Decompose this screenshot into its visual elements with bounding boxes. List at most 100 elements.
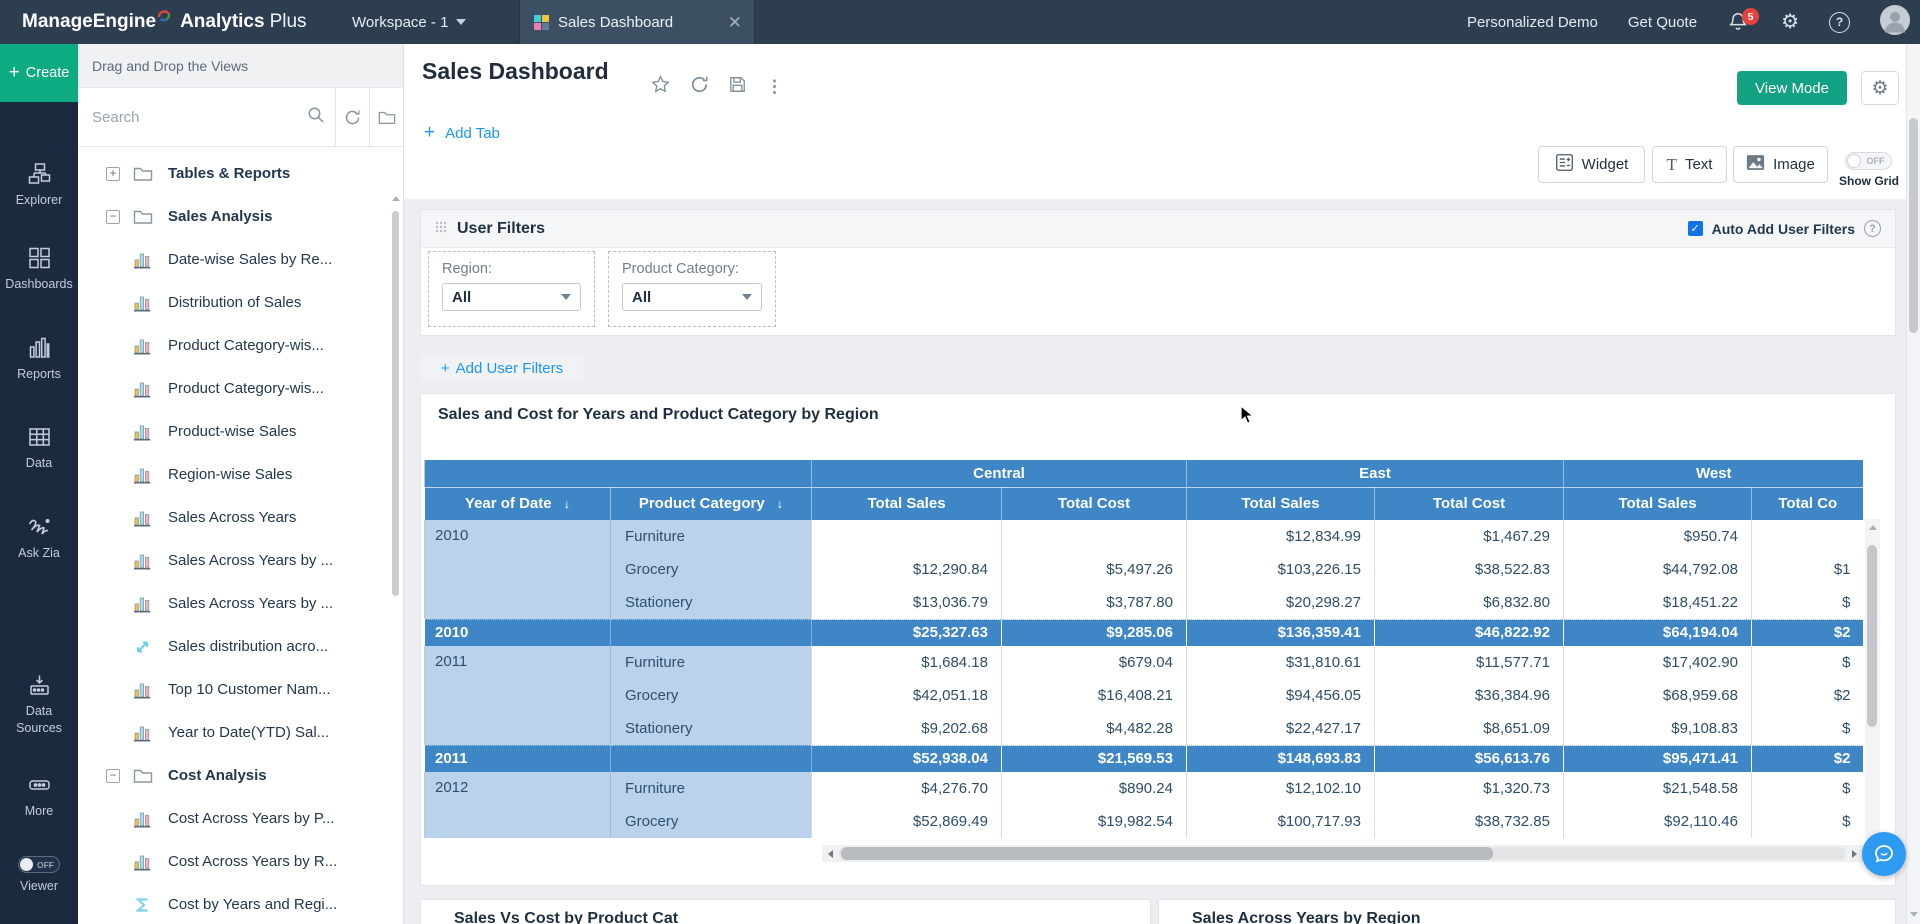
column-header-total-cost[interactable]: Total Cost (1374, 487, 1564, 520)
get-quote-link[interactable]: Get Quote (1627, 13, 1698, 31)
table-horizontal-scrollbar[interactable] (822, 845, 1863, 862)
tree-item-sales-analysis[interactable]: − Sales Analysis (78, 195, 388, 238)
tree-item-tables-reports[interactable]: + Tables & Reports (78, 152, 388, 195)
tab-sales-dashboard[interactable]: Sales Dashboard ✕ (519, 0, 755, 44)
value-cell: $92,110.46 (1563, 805, 1752, 838)
scroll-down-icon[interactable] (1910, 912, 1918, 917)
image-button[interactable]: Image (1733, 146, 1828, 183)
show-grid-toggle[interactable]: OFF (1845, 152, 1892, 170)
column-header-product-category[interactable]: Product Category ↓ (610, 487, 812, 520)
auto-add-filters-checkbox[interactable]: ✓ (1687, 221, 1703, 236)
tree-item-top-10-customer-nam[interactable]: Top 10 Customer Nam... (78, 668, 388, 711)
help-icon[interactable]: ? (1829, 11, 1850, 33)
collapse-icon[interactable]: − (106, 768, 120, 783)
filters-help-icon[interactable]: ? (1864, 220, 1881, 237)
scroll-up-icon[interactable] (392, 196, 400, 201)
bar-chart-icon (133, 509, 155, 527)
expand-icon[interactable]: + (106, 166, 120, 181)
rail-item-reports[interactable]: Reports (0, 336, 78, 383)
rail-item-dashboards[interactable]: Dashboards (0, 246, 78, 293)
tree-item-sales-across-years[interactable]: Sales Across Years (78, 496, 388, 539)
table-vscroll-thumb[interactable] (1867, 545, 1877, 727)
user-filters-panel: User Filters ✓ Auto Add User Filters ? R… (420, 209, 1896, 336)
rail-item-data-sources[interactable]: Data Sources (0, 673, 78, 737)
tree-item-label: Cost Analysis (168, 767, 267, 784)
tree-item-cost-across-years-by-r[interactable]: Cost Across Years by R... (78, 840, 388, 883)
collapse-icon[interactable]: − (106, 209, 120, 224)
viewer-off-switch[interactable]: OFF (18, 856, 60, 873)
logo-text-manageengine: ManageEngine (22, 11, 157, 32)
window-scrollbar[interactable] (1906, 44, 1920, 924)
scroll-left-icon[interactable] (828, 849, 833, 858)
search-input[interactable] (92, 108, 307, 126)
panel-scrollbar-thumb[interactable] (392, 211, 399, 596)
refresh-views-button[interactable] (335, 88, 369, 146)
folder-view-button[interactable] (369, 88, 403, 146)
column-header-total-cost[interactable]: Total Cost (1001, 487, 1187, 520)
avatar[interactable] (1880, 5, 1910, 39)
ask-zia-icon (26, 515, 53, 539)
drag-handle-icon[interactable] (435, 220, 447, 238)
window-scrollbar-thumb[interactable] (1909, 118, 1918, 333)
logo-text-analytics: Analytics (180, 11, 265, 32)
rail-item-more[interactable]: More (0, 773, 78, 820)
scroll-up-icon[interactable] (1868, 525, 1877, 530)
dashboard-settings-button[interactable]: ⚙ (1861, 71, 1899, 105)
tree-item-sales-across-years-by[interactable]: Sales Across Years by ... (78, 539, 388, 582)
workspace-label: Workspace - 1 (352, 13, 449, 31)
column-header-total-co[interactable]: Total Co (1750, 487, 1863, 520)
column-header-total-sales[interactable]: Total Sales (811, 487, 1002, 520)
scroll-right-icon[interactable] (1852, 849, 1857, 858)
widget-button[interactable]: Widget (1538, 146, 1645, 183)
value-cell: $16,408.21 (1001, 679, 1187, 712)
rail-item-ask-zia[interactable]: Ask Zia (0, 515, 78, 562)
text-button[interactable]: T Text (1652, 146, 1727, 183)
title-actions: ⋮ (650, 74, 783, 100)
column-header-year-of-date[interactable]: Year of Date ↓ (424, 487, 611, 520)
logo-text-plus: Plus (269, 11, 307, 32)
favorite-star-icon[interactable] (650, 74, 671, 100)
region-header-west: West (1562, 460, 1863, 488)
chat-support-button[interactable] (1862, 832, 1906, 876)
tree-item-cost-across-years-by-p[interactable]: Cost Across Years by P... (78, 797, 388, 840)
table-vertical-scrollbar[interactable] (1865, 519, 1880, 839)
panel-scrollbar[interactable] (392, 156, 400, 924)
view-mode-button[interactable]: View Mode (1737, 71, 1847, 105)
year-cell: 2011 (424, 646, 611, 745)
more-options-icon[interactable]: ⋮ (766, 77, 783, 96)
add-user-filters-button[interactable]: + Add User Filters (421, 355, 583, 382)
save-icon[interactable] (728, 75, 747, 99)
rail-item-data[interactable]: Data (0, 425, 78, 472)
summary-row: 2010 $25,327.63 $9,285.06 $136,359.41 $46,82… (424, 618, 1863, 646)
product-filter-select[interactable]: All (622, 283, 762, 311)
tree-item-product-category-wis[interactable]: Product Category-wis... (78, 324, 388, 367)
notifications-button[interactable]: 5 (1727, 8, 1760, 34)
tree-item-sales-distribution-acro[interactable]: Sales distribution acro... (78, 625, 388, 668)
tree-item-sales-across-years-by[interactable]: Sales Across Years by ... (78, 582, 388, 625)
table-hscroll-thumb[interactable] (841, 847, 1493, 860)
column-header-total-sales[interactable]: Total Sales (1186, 487, 1375, 520)
tree-item-region-wise-sales[interactable]: Region-wise Sales (78, 453, 388, 496)
bottom-left-widget-title: Sales Vs Cost by Product Cat (454, 910, 679, 924)
refresh-dashboard-icon[interactable] (690, 75, 709, 99)
tree-item-label: Cost Across Years by R... (168, 853, 338, 870)
workspace-switcher[interactable]: Workspace - 1 (352, 0, 467, 44)
tree-item-distribution-of-sales[interactable]: Distribution of Sales (78, 281, 388, 324)
rail-item-explorer[interactable]: Explorer (0, 162, 78, 209)
tab-close-icon[interactable]: ✕ (727, 12, 742, 32)
settings-gear-icon[interactable]: ⚙ (1781, 11, 1799, 33)
tree-item-date-wise-sales-by-re[interactable]: Date-wise Sales by Re... (78, 238, 388, 281)
tree-item-product-wise-sales[interactable]: Product-wise Sales (78, 410, 388, 453)
add-tab-button[interactable]: + Add Tab (424, 122, 500, 144)
viewer-toggle[interactable]: OFF Viewer (0, 856, 78, 893)
create-button[interactable]: + Create (0, 44, 78, 102)
personalized-demo-link[interactable]: Personalized Demo (1466, 13, 1598, 31)
tree-item-year-to-date-ytd-sal[interactable]: Year to Date(YTD) Sal... (78, 711, 388, 754)
tree-item-cost-analysis[interactable]: − Cost Analysis (78, 754, 388, 797)
column-header-total-sales[interactable]: Total Sales (1563, 487, 1752, 520)
region-filter-select[interactable]: All (442, 283, 581, 311)
rail-item-label: Dashboards (5, 277, 73, 291)
tree-item-cost-by-years-and-regi[interactable]: Cost by Years and Regi... (78, 883, 388, 924)
tree-item-product-category-wis[interactable]: Product Category-wis... (78, 367, 388, 410)
text-label: Text (1684, 156, 1713, 173)
